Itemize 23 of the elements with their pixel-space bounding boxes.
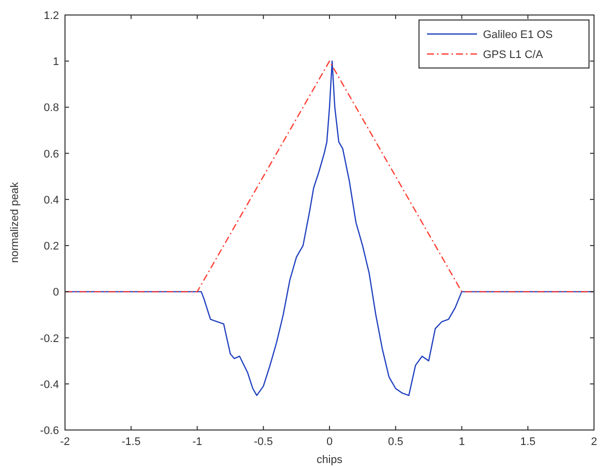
x-tick-label: -0.5 [254, 436, 273, 448]
x-axis-title: chips [316, 454, 343, 466]
y-tick-label: 0.2 [44, 240, 59, 253]
y-tick-label: 0 [52, 286, 59, 299]
y-tick-label: 0.4 [44, 194, 59, 206]
x-tick-label: -1.5 [122, 436, 141, 448]
y-axis-title: normalized peak [9, 182, 21, 263]
y-tick-label: -0.6 [40, 425, 59, 437]
y-tick-label: -0.2 [40, 332, 59, 345]
y-tick-label: 1.2 [44, 10, 59, 22]
x-tick-label: 0 [326, 436, 333, 448]
y-tick-label: 0.6 [44, 148, 59, 160]
y-tick-label: 1 [52, 56, 59, 68]
y-tick-label: 0.8 [44, 102, 59, 114]
x-tick-label: 1 [458, 436, 465, 448]
x-tick-label: 0.5 [388, 436, 404, 448]
x-tick-label: -1 [192, 436, 202, 448]
legend-label: Galileo E1 OS [483, 29, 553, 41]
x-tick-label: 2 [590, 436, 598, 448]
x-tick-label: 1.5 [520, 436, 536, 448]
legend-label: GPS L1 C/A [483, 49, 544, 61]
y-tick-label: -0.4 [40, 378, 59, 391]
x-tick-label: -2 [60, 436, 70, 448]
